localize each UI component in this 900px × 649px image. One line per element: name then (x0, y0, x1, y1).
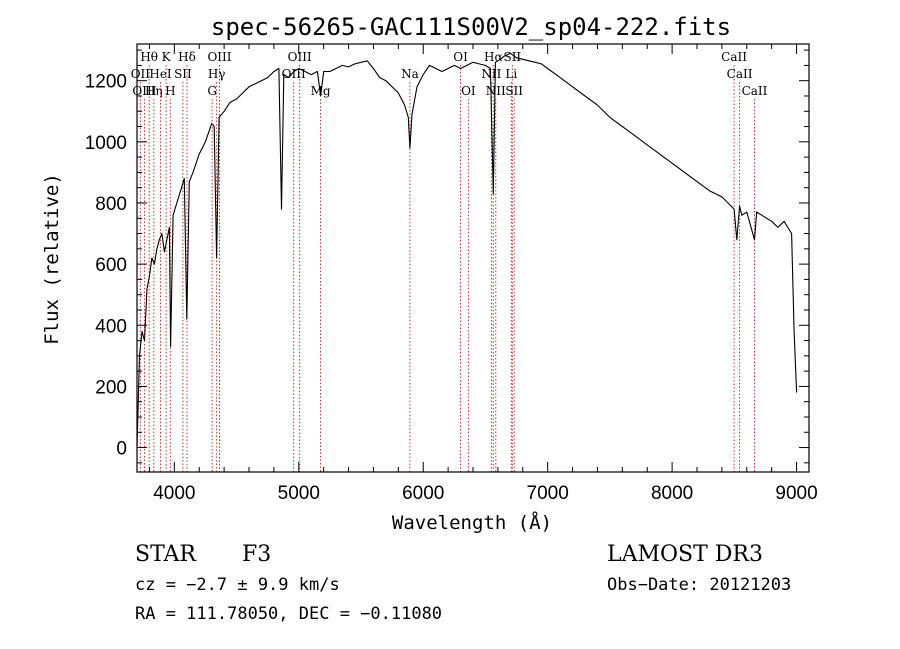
object-class: STAR (135, 542, 197, 567)
spectral-line-label: CaII (721, 50, 747, 64)
spectral-line-label: G (207, 84, 217, 98)
x-tick-label: 6000 (402, 483, 444, 504)
spectrum-series-line (136, 52, 798, 448)
spectral-line-label: OI (453, 50, 468, 64)
spectral-line-label: NII (486, 84, 506, 98)
spectral-line-label: SII (503, 50, 521, 64)
spectral-line-label: Hδ (178, 50, 196, 64)
spectral-line-label: Hθ (140, 50, 158, 64)
spectral-line-label: SII (174, 67, 192, 81)
x-axis-ticks: 4000 5000 6000 7000 8000 9000 (148, 44, 818, 504)
redshift-velocity: cz = −2.7 ± 9.9 km/s (135, 575, 340, 595)
spectral-line-label: OIII (288, 50, 312, 64)
spectral-line-label: OI (461, 84, 476, 98)
spectral-line-label: SII (505, 84, 523, 98)
spectral-line-label: OIII (207, 50, 231, 64)
spectral-line-label: Na (401, 67, 419, 81)
plot-frame (136, 43, 810, 473)
y-axis-ticks: 0 200 400 600 800 1000 1200 (85, 49, 809, 464)
x-tick-label: 9000 (775, 483, 817, 504)
spectral-line-label: HeI (149, 67, 172, 81)
y-axis-label: Flux (relative) (41, 173, 63, 345)
y-tick-label: 800 (95, 194, 127, 215)
x-axis-label: Wavelength (Å) (392, 511, 552, 534)
spectral-line-label: H (165, 84, 175, 98)
info-panel: STAR F3 LAMOST DR3 cz = −2.7 ± 9.9 km/s … (135, 542, 791, 624)
y-tick-label: 200 (95, 377, 127, 398)
spectral-line-markers (139, 65, 755, 472)
spectral-line-label: K (162, 50, 172, 64)
y-tick-label: 1200 (85, 72, 127, 93)
spectral-line-label: Hα (484, 50, 503, 64)
y-tick-label: 0 (116, 439, 127, 460)
survey-name: LAMOST DR3 (607, 542, 763, 567)
y-tick-label: 600 (95, 255, 127, 276)
spectral-line-label: NII (481, 67, 501, 81)
y-tick-label: 1000 (85, 133, 127, 154)
observation-date: Obs−Date: 20121203 (607, 575, 791, 595)
spectral-line-label: CaII (727, 67, 753, 81)
x-tick-label: 4000 (153, 483, 195, 504)
spectral-line-label: Hη (145, 84, 163, 98)
spectral-line-label: OIII (132, 84, 156, 98)
object-subclass: F3 (242, 542, 271, 567)
spectral-line-label: Li (505, 67, 517, 81)
x-tick-label: 7000 (527, 483, 569, 504)
x-tick-label: 8000 (651, 483, 693, 504)
spectral-line-label: Hγ (208, 67, 226, 81)
x-tick-label: 5000 (278, 483, 320, 504)
spectral-line-label: CaII (742, 84, 768, 98)
y-tick-label: 400 (95, 316, 127, 337)
spectral-line-label: OII (131, 67, 151, 81)
spectral-line-label: OIII (282, 67, 306, 81)
chart-title: spec-56265-GAC111S00V2_sp04-222.fits (211, 13, 731, 41)
coordinates: RA = 111.78050, DEC = −0.11080 (135, 604, 442, 624)
